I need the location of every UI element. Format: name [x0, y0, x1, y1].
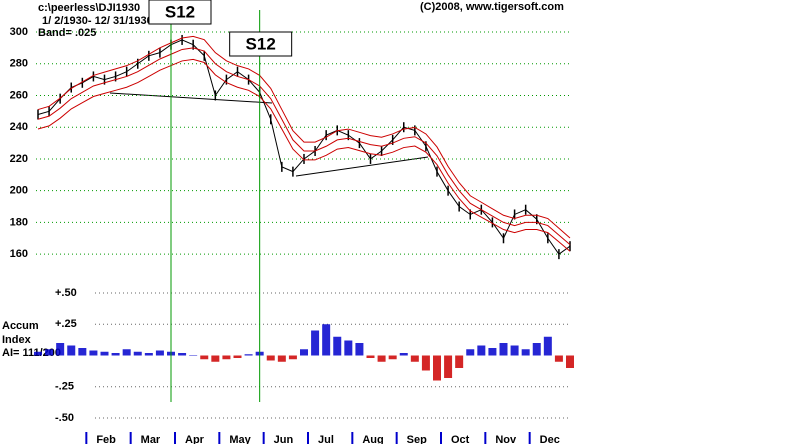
accum-bar: [178, 353, 187, 356]
signal-label: S12: [165, 2, 195, 21]
accum-bar: [111, 353, 120, 356]
accum-bar: [144, 353, 153, 356]
accum-bar: [543, 336, 552, 356]
signal-box: [148, 0, 212, 25]
accum-bar: [477, 345, 486, 356]
y-tick-label: 180: [10, 216, 28, 228]
accum-label: Index: [2, 334, 32, 346]
band-line: [37, 47, 571, 245]
y-tick-label: 300: [10, 26, 28, 38]
accum-tick-label: -.50: [55, 412, 74, 424]
file-name: c:\peerless\DJI1930: [38, 2, 140, 14]
month-label: Aug: [362, 434, 383, 444]
accum-bar: [34, 351, 42, 356]
accum-bar: [288, 355, 297, 360]
month-label: Feb: [96, 434, 116, 444]
accum-bar: [532, 343, 541, 356]
accum-bar: [433, 355, 441, 381]
accum-bar: [499, 343, 508, 356]
accum-bar: [455, 355, 464, 368]
month-label: Mar: [141, 434, 161, 444]
accum-bar: [244, 354, 253, 356]
month-label: Oct: [451, 434, 470, 444]
accum-bar: [410, 355, 419, 362]
y-tick-label: 280: [10, 58, 28, 70]
date-range: 1/ 2/1930- 12/ 31/1930: [42, 15, 153, 27]
accum-bar: [366, 355, 375, 358]
accum-bar: [521, 349, 530, 356]
y-tick-label: 240: [10, 121, 28, 133]
accum-bar: [377, 355, 386, 362]
accum-bar: [554, 355, 563, 362]
accum-bar: [89, 350, 98, 356]
accum-bar: [222, 355, 231, 360]
accum-bar: [311, 330, 320, 356]
accum-bar: [211, 355, 220, 362]
accum-bar: [78, 348, 87, 356]
accum-bar: [421, 355, 430, 371]
accum-label: Accum: [2, 320, 39, 332]
accum-tick-label: +.25: [55, 318, 77, 330]
y-tick-label: 260: [10, 89, 28, 101]
accum-bar: [510, 345, 519, 356]
signal-box: [229, 31, 293, 57]
accum-bar: [488, 348, 497, 356]
band-line: [37, 35, 571, 239]
accum-bar: [56, 343, 65, 356]
trend-line: [295, 156, 429, 177]
accum-bar: [355, 343, 364, 356]
accum-bar: [266, 355, 275, 361]
accum-bar: [122, 349, 131, 356]
accum-bar: [333, 336, 342, 356]
accum-bar: [155, 350, 164, 356]
accum-bar: [133, 351, 142, 356]
accum-bar: [189, 355, 198, 356]
accum-bar: [399, 353, 408, 356]
accum-bar: [322, 324, 331, 356]
accum-bar: [444, 355, 453, 378]
month-label: May: [229, 434, 251, 444]
accum-bar: [100, 351, 109, 356]
month-label: Dec: [540, 434, 560, 444]
signal-label: S12: [246, 34, 276, 53]
y-tick-label: 200: [10, 185, 28, 197]
accum-bar: [45, 349, 54, 356]
accum-bar: [566, 355, 574, 368]
accum-bar: [277, 355, 286, 362]
accum-bar: [466, 349, 475, 356]
accum-bar: [67, 345, 76, 356]
band-label: Band= .025: [38, 27, 96, 39]
accum-bar: [344, 340, 353, 356]
accum-bar: [233, 355, 242, 358]
month-label: Sep: [407, 434, 427, 444]
copyright: (C)2008, www.tigersoft.com: [420, 1, 564, 13]
month-label: Jun: [274, 434, 294, 444]
month-label: Jul: [318, 434, 334, 444]
accum-bar: [200, 355, 209, 360]
y-tick-label: 220: [10, 153, 28, 165]
accum-bar: [388, 355, 397, 360]
month-label: Apr: [185, 434, 205, 444]
month-label: Nov: [495, 434, 517, 444]
accum-tick-label: -.25: [55, 381, 74, 393]
y-tick-label: 160: [10, 248, 28, 260]
trend-line: [109, 92, 273, 104]
accum-bar: [300, 349, 308, 356]
band-line: [37, 58, 571, 252]
accum-tick-label: +.50: [55, 287, 77, 299]
